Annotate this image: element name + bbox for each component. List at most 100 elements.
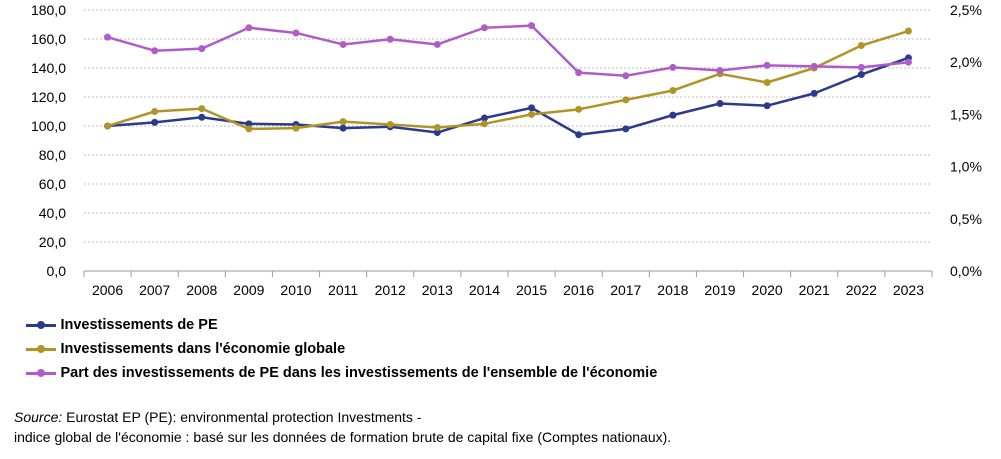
data-point-series-0 xyxy=(857,71,865,79)
data-point-series-1 xyxy=(198,105,206,113)
data-point-series-0 xyxy=(433,129,441,137)
data-point-series-0 xyxy=(622,125,630,133)
x-tick-label: 2020 xyxy=(752,282,783,298)
data-point-series-2 xyxy=(622,72,630,80)
data-point-series-1 xyxy=(104,122,112,130)
data-point-series-1 xyxy=(857,42,865,50)
x-tick-label: 2008 xyxy=(186,282,217,298)
data-point-series-2 xyxy=(245,24,253,32)
data-point-series-1 xyxy=(386,121,394,129)
x-tick-label: 2015 xyxy=(516,282,547,298)
left-y-axis: 0,0 20,0 40,0 60,0 80,0 100,0 120,0 140,0 160,0 1… xyxy=(31,2,66,279)
data-point-series-1 xyxy=(292,124,300,132)
data-point-series-1 xyxy=(575,105,583,113)
x-tick-label: 2019 xyxy=(704,282,735,298)
data-point-series-2 xyxy=(857,63,865,71)
source-label: Source: xyxy=(14,409,63,425)
data-point-series-2 xyxy=(292,29,300,37)
data-point-series-2 xyxy=(575,69,583,77)
series-layer xyxy=(104,22,912,139)
source-line-2: indice global de l'économie : basé sur l… xyxy=(14,429,672,445)
x-tick-label: 2012 xyxy=(375,282,406,298)
data-point-series-0 xyxy=(575,131,583,139)
data-point-series-0 xyxy=(669,111,677,119)
right-tick-label: 0,0% xyxy=(950,263,982,279)
data-point-series-1 xyxy=(622,96,630,104)
left-tick-label: 120,0 xyxy=(31,89,66,105)
data-point-series-2 xyxy=(810,62,818,70)
right-y-axis: 0,0% 0,5% 1,0% 1,5% 2,0% 2,5% xyxy=(950,2,982,279)
left-tick-label: 100,0 xyxy=(31,118,66,134)
data-point-series-0 xyxy=(480,114,488,122)
x-tick-label: 2018 xyxy=(657,282,688,298)
series-line-2 xyxy=(107,24,909,78)
data-point-series-0 xyxy=(716,100,724,108)
legend-item-economy-investments: Investissements dans l'économie globale xyxy=(26,337,657,361)
line-chart: 0,0 20,0 40,0 60,0 80,0 100,0 120,0 140,0 160,0 1… xyxy=(31,2,982,298)
data-point-series-2 xyxy=(528,22,536,30)
data-point-series-2 xyxy=(433,40,441,48)
legend-item-pe-investments: Investissements de PE xyxy=(26,313,657,337)
data-point-series-2 xyxy=(716,67,724,75)
data-point-series-0 xyxy=(528,104,536,112)
data-point-series-1 xyxy=(480,120,488,128)
left-tick-label: 0,0 xyxy=(47,263,67,279)
right-tick-label: 1,0% xyxy=(950,159,982,175)
x-tick-label: 2016 xyxy=(563,282,594,298)
legend-swatch-share xyxy=(26,361,56,385)
x-tick-label: 2022 xyxy=(846,282,877,298)
x-tick-label: 2017 xyxy=(610,282,641,298)
data-point-series-1 xyxy=(763,79,771,86)
source-text-1: Eurostat EP (PE): environmental protecti… xyxy=(66,409,422,425)
data-point-series-2 xyxy=(198,45,206,53)
data-point-series-2 xyxy=(904,58,912,66)
left-tick-label: 140,0 xyxy=(31,60,66,76)
legend-swatch-economy xyxy=(26,337,56,361)
source-note: Source: Eurostat EP (PE): environmental … xyxy=(14,407,671,447)
x-tick-label: 2010 xyxy=(280,282,311,298)
data-point-series-1 xyxy=(669,86,677,94)
legend-swatch-pe xyxy=(26,313,56,337)
right-tick-label: 2,0% xyxy=(950,54,982,70)
series-line-0 xyxy=(107,56,909,136)
data-point-series-0 xyxy=(245,120,253,128)
right-tick-label: 0,5% xyxy=(950,211,982,227)
data-point-series-2 xyxy=(669,63,677,71)
data-point-series-0 xyxy=(151,118,159,126)
left-tick-label: 40,0 xyxy=(39,205,66,221)
left-tick-label: 20,0 xyxy=(39,234,66,250)
right-tick-label: 1,5% xyxy=(950,106,982,122)
data-point-series-2 xyxy=(480,24,488,32)
legend-label-pe: Investissements de PE xyxy=(60,317,218,333)
data-point-series-0 xyxy=(339,124,347,132)
source-line-1: Source: Eurostat EP (PE): environmental … xyxy=(14,407,671,427)
left-tick-label: 180,0 xyxy=(31,2,66,18)
x-tick-label: 2021 xyxy=(799,282,830,298)
x-axis: 2006 2007 2008 2009 2010 2011 2012 2013 2014 2015… xyxy=(83,270,933,298)
data-point-series-2 xyxy=(151,47,159,55)
data-point-series-1 xyxy=(151,108,159,115)
legend-item-pe-share: Part des investissements de PE dans les … xyxy=(26,361,657,385)
data-point-series-1 xyxy=(528,110,536,118)
data-point-series-1 xyxy=(904,27,912,35)
data-point-series-2 xyxy=(339,40,347,48)
data-point-series-2 xyxy=(386,35,394,43)
data-point-series-1 xyxy=(339,118,347,126)
right-tick-label: 2,5% xyxy=(950,2,982,18)
data-point-series-2 xyxy=(763,61,771,69)
data-point-series-0 xyxy=(810,89,818,97)
x-tick-label: 2013 xyxy=(422,282,453,298)
data-point-series-1 xyxy=(245,125,253,133)
data-point-series-0 xyxy=(763,102,771,110)
x-tick-label: 2007 xyxy=(139,282,170,298)
gridlines xyxy=(84,9,932,243)
x-tick-label: 2009 xyxy=(233,282,264,298)
x-tick-label: 2011 xyxy=(328,282,358,298)
left-tick-label: 80,0 xyxy=(39,147,66,163)
left-tick-label: 160,0 xyxy=(31,31,66,47)
legend: Investissements de PE Investissements da… xyxy=(26,313,657,385)
data-point-series-2 xyxy=(104,33,112,41)
left-tick-label: 60,0 xyxy=(39,176,66,192)
data-point-series-0 xyxy=(198,113,206,121)
x-tick-label: 2023 xyxy=(893,282,924,298)
